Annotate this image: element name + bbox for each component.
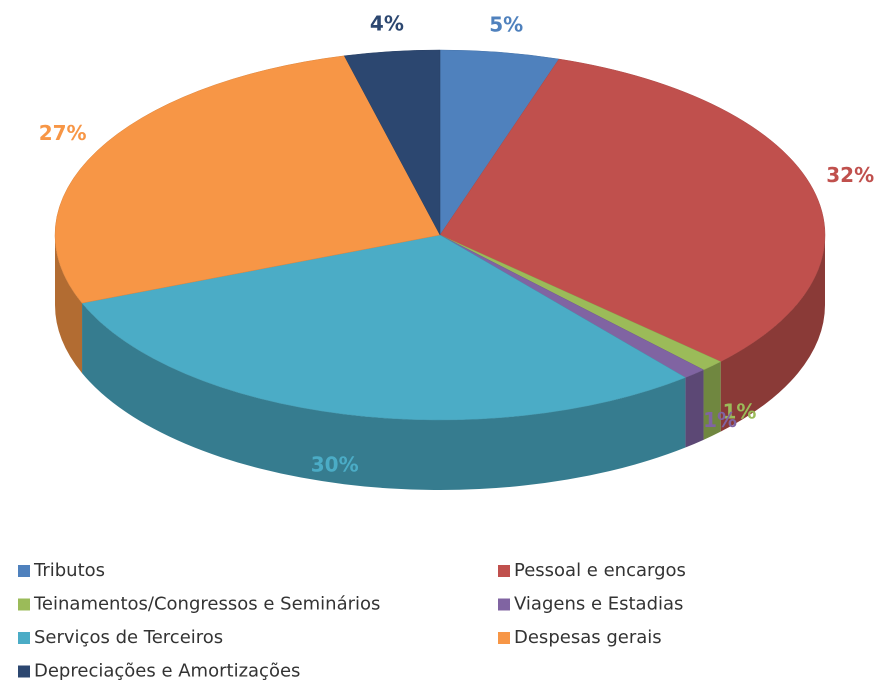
legend-label: Depreciações e Amortizações xyxy=(34,661,300,682)
slice xyxy=(439,58,826,362)
legend-label: Despesas gerais xyxy=(514,627,662,648)
legend-marker xyxy=(18,565,30,577)
legend-label: Tributos xyxy=(33,560,105,581)
slice xyxy=(81,234,686,421)
slice xyxy=(54,55,441,304)
legend-marker xyxy=(498,565,510,577)
legend-label: Pessoal e encargos xyxy=(514,560,686,581)
data-label: 1% xyxy=(722,399,756,423)
data-label: 4% xyxy=(370,12,404,36)
legend-marker xyxy=(18,598,30,611)
data-label: 5% xyxy=(489,13,523,37)
data-label: 27% xyxy=(39,121,87,145)
data-label: 1% xyxy=(703,408,737,432)
legend-marker xyxy=(18,665,30,678)
slice-side xyxy=(720,235,825,432)
data-label: 32% xyxy=(826,163,874,187)
legend-label: Viagens e Estadias xyxy=(514,594,683,615)
legend-marker xyxy=(498,632,510,644)
slice-side xyxy=(82,303,686,490)
slice-side xyxy=(703,361,721,440)
legend-marker xyxy=(498,598,510,611)
legend-label: Teinamentos/Congressos e Seminários xyxy=(33,594,380,615)
legend-label: Serviços de Terceiros xyxy=(34,627,223,648)
slice-side xyxy=(685,369,704,448)
slice xyxy=(343,49,441,236)
legend-marker xyxy=(18,632,30,644)
data-label: 30% xyxy=(311,453,359,477)
